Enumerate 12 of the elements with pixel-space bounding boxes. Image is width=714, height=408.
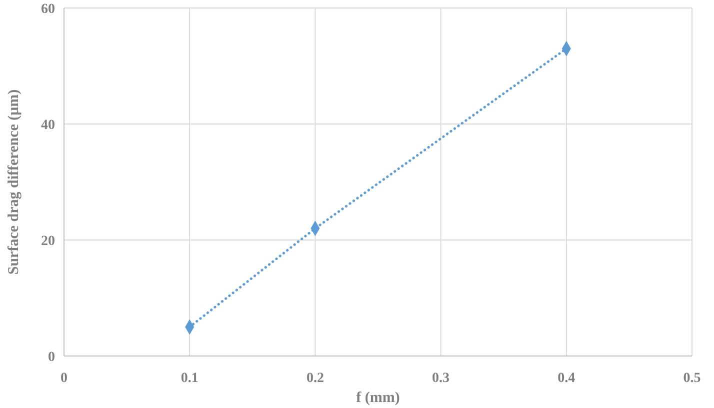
x-axis-title: f (mm) bbox=[356, 390, 400, 406]
y-axis-title: Surface drag difference (μm) bbox=[6, 89, 22, 275]
x-tick-label: 0.1 bbox=[180, 371, 198, 386]
y-tick-label: 60 bbox=[41, 2, 55, 17]
x-tick-label: 0.5 bbox=[683, 371, 701, 386]
y-tick-label: 20 bbox=[41, 234, 55, 249]
x-tick-label: 0 bbox=[60, 371, 68, 386]
y-tick-label: 40 bbox=[41, 118, 55, 133]
x-tick-label: 0.3 bbox=[432, 371, 450, 386]
x-tick-label: 0.2 bbox=[306, 371, 324, 386]
x-tick-label: 0.4 bbox=[558, 371, 576, 386]
y-tick-label: 0 bbox=[48, 350, 55, 365]
